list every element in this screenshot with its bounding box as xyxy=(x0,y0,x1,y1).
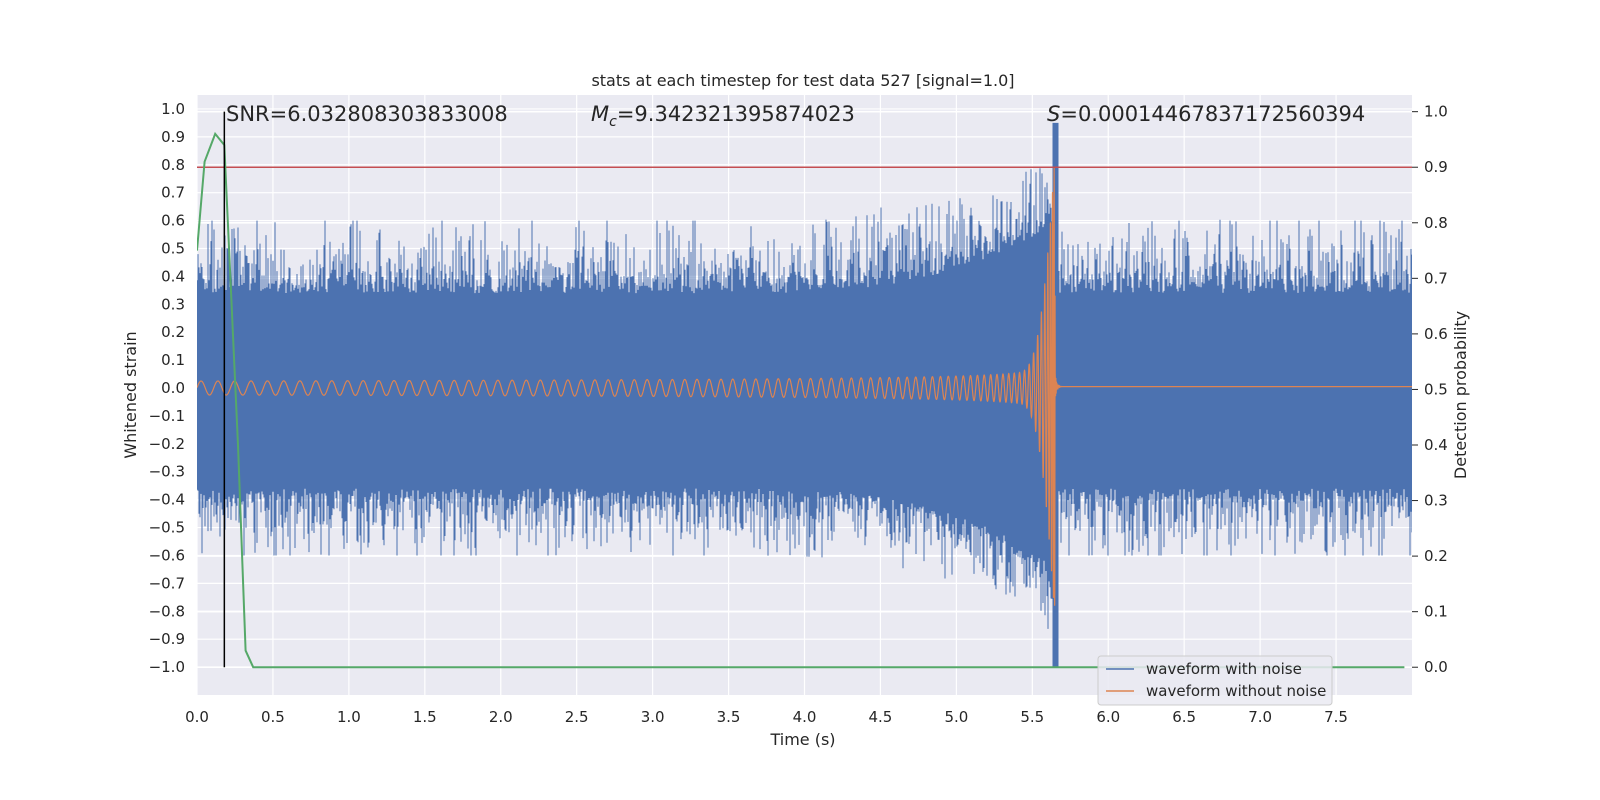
x-tick-label: 6.5 xyxy=(1172,708,1196,726)
chirp-mass-symbol: M xyxy=(591,102,609,126)
y2-tick-label: 0.8 xyxy=(1424,214,1448,232)
y-tick-label: 1.0 xyxy=(161,100,185,118)
y-tick-label: 0.2 xyxy=(161,323,185,341)
x-tick-label: 0.5 xyxy=(261,708,285,726)
s-symbol: S xyxy=(1047,102,1060,126)
series-waveform-without-noise xyxy=(197,166,1412,606)
x-tick-label: 6.0 xyxy=(1096,708,1120,726)
y-tick-label: 0.4 xyxy=(161,267,185,285)
x-tick-label: 5.0 xyxy=(944,708,968,726)
s-annotation: S=0.00014467837172560394 xyxy=(1047,102,1365,126)
y-tick-label: −0.1 xyxy=(149,407,185,425)
y-axis-label: Whitened strain xyxy=(121,331,140,458)
x-tick-label: 0.0 xyxy=(185,708,209,726)
y-tick-label: −1.0 xyxy=(149,658,185,676)
x-tick-label: 2.5 xyxy=(565,708,589,726)
y-tick-label: −0.5 xyxy=(149,519,185,537)
y2-tick-label: 0.0 xyxy=(1424,658,1448,676)
y-tick-label: 0.3 xyxy=(161,295,185,313)
legend-box xyxy=(1097,655,1333,706)
x-tick-label: 1.5 xyxy=(413,708,437,726)
x-tick-label: 4.5 xyxy=(869,708,893,726)
y-tick-label: 0.1 xyxy=(161,351,185,369)
y2-tick-label: 0.6 xyxy=(1424,325,1448,343)
legend-label-clean: waveform without noise xyxy=(1146,682,1326,700)
y2-tick-label: 0.4 xyxy=(1424,436,1448,454)
x-tick-label: 7.0 xyxy=(1248,708,1272,726)
y2-tick-label: 0.7 xyxy=(1424,269,1448,287)
x-tick-label: 2.0 xyxy=(489,708,513,726)
y2-tick-label: 1.0 xyxy=(1424,103,1448,121)
chirp-mass-annotation: Mc=9.342321395874023 xyxy=(591,102,855,130)
x-tick-label: 5.5 xyxy=(1020,708,1044,726)
y2-tick-label: 0.2 xyxy=(1424,547,1448,565)
x-tick-label: 7.5 xyxy=(1324,708,1348,726)
legend-label-noise: waveform with noise xyxy=(1146,660,1302,678)
y-tick-label: 0.8 xyxy=(161,156,185,174)
chart-title: stats at each timestep for test data 527… xyxy=(591,71,1014,90)
x-axis-ticks: 0.0 0.5 1.0 1.5 2.0 2.5 3.0 3.5 4.0 4.5 5.0 5.5 6.0 6… xyxy=(185,708,1348,726)
y-tick-label: 0.0 xyxy=(161,379,185,397)
chirp-mass-subscript: c xyxy=(609,114,617,130)
chirp-mass-value: =9.342321395874023 xyxy=(617,102,855,126)
y-tick-label: 0.9 xyxy=(161,128,185,146)
y-tick-label: −0.4 xyxy=(149,491,185,509)
x-axis-label: Time (s) xyxy=(769,730,835,749)
y2-tick-label: 0.9 xyxy=(1424,158,1448,176)
y-tick-label: −0.9 xyxy=(149,630,185,648)
y2-axis-label: Detection probability xyxy=(1451,311,1470,479)
y-tick-label: −0.8 xyxy=(149,602,185,620)
y-tick-label: −0.3 xyxy=(149,463,185,481)
y-axis-ticks: 1.0 0.9 0.8 0.7 0.6 0.5 0.4 0.3 0.2 0.1 0.0 −0.1 −0.… xyxy=(149,100,185,676)
snr-annotation: SNR=6.032808303833008 xyxy=(226,102,508,126)
y-tick-label: −0.6 xyxy=(149,546,185,564)
y-tick-label: 0.7 xyxy=(161,184,185,202)
legend: waveform with noise waveform without noi… xyxy=(1097,655,1333,706)
y-tick-label: −0.7 xyxy=(149,574,185,592)
y2-tick-label: 0.1 xyxy=(1424,603,1448,621)
s-value: =0.00014467837172560394 xyxy=(1060,102,1365,126)
y2-tick-label: 0.5 xyxy=(1424,380,1448,398)
x-tick-label: 4.0 xyxy=(793,708,817,726)
y-tick-label: 0.6 xyxy=(161,212,185,230)
y2-axis-ticks: 1.0 0.9 0.8 0.7 0.6 0.5 0.4 0.3 0.2 0.1 0.0 xyxy=(1412,103,1448,676)
y-tick-label: 0.5 xyxy=(161,239,185,257)
x-tick-label: 3.5 xyxy=(717,708,741,726)
y2-tick-label: 0.3 xyxy=(1424,492,1448,510)
x-tick-label: 1.0 xyxy=(337,708,361,726)
y-tick-label: −0.2 xyxy=(149,435,185,453)
series-detection-probability xyxy=(197,131,1405,669)
x-tick-label: 3.0 xyxy=(641,708,665,726)
